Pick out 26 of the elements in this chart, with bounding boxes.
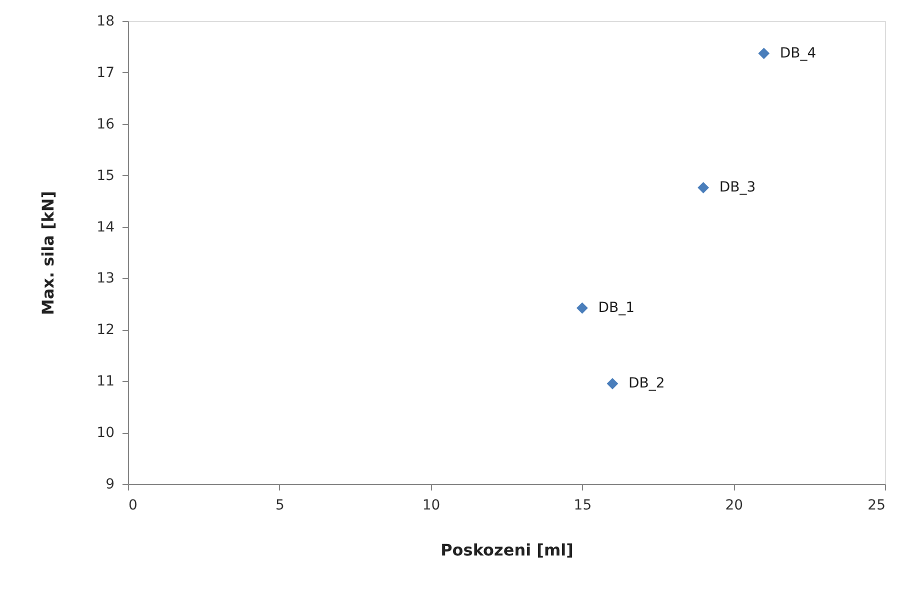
point (606, 378, 618, 390)
y-tick-label: 12 (96, 322, 114, 338)
y-tick-label: 14 (96, 219, 115, 236)
x-tick-label: 10 (422, 498, 440, 514)
point (758, 48, 770, 60)
point (698, 182, 710, 194)
point (576, 302, 588, 314)
y-tick-label: 10 (96, 425, 114, 442)
x-axis-title: Poskozeni [ml] (440, 540, 574, 560)
annotation: DB_4 (780, 45, 816, 62)
y-tick-label: 16 (96, 116, 115, 132)
x-tick-label: 25 (868, 498, 886, 514)
annotation: DB_3 (719, 180, 756, 196)
y-tick-label: 9 (106, 476, 114, 492)
annotation: DB_2 (628, 376, 665, 392)
y-tick-label: 13 (96, 270, 114, 287)
y-tick-label: 18 (96, 14, 114, 30)
y-tick-label: 17 (96, 64, 114, 81)
y-tick-label: 15 (96, 168, 114, 184)
y-tick-label: 11 (96, 374, 114, 390)
x-tick-label: 0 (128, 498, 138, 514)
y-axis-title: Max. sila [kN] (38, 190, 58, 316)
x-tick-label: 20 (725, 498, 744, 514)
x-tick-label: 5 (275, 498, 284, 514)
x-tick-label: 15 (574, 498, 592, 514)
annotation: DB_1 (598, 300, 634, 316)
